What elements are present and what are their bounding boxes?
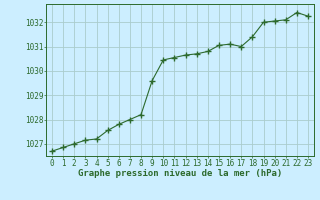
X-axis label: Graphe pression niveau de la mer (hPa): Graphe pression niveau de la mer (hPa) — [78, 169, 282, 178]
